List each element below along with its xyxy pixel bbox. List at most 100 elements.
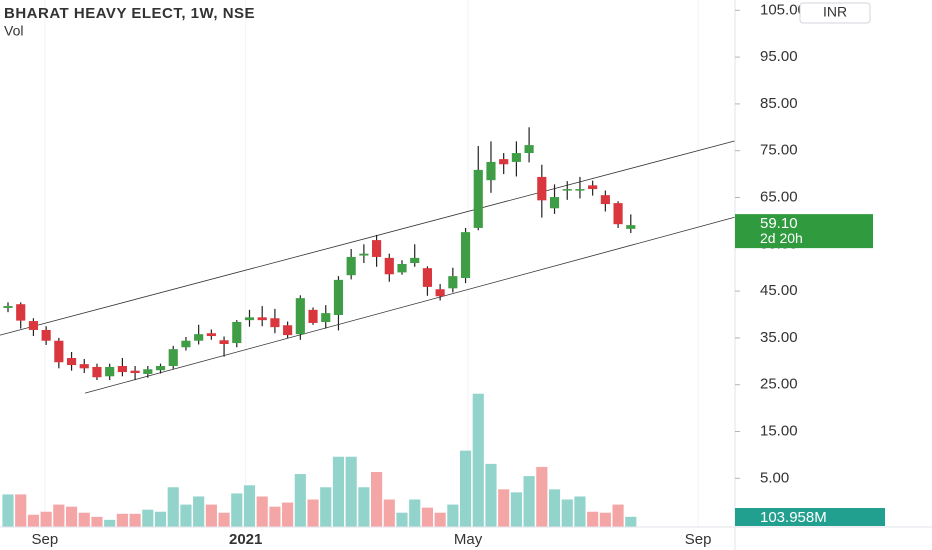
volume-bar: [167, 487, 179, 527]
volume-bar: [612, 504, 624, 527]
candle-body: [117, 365, 127, 373]
y-tick-label: 25.00: [760, 376, 798, 393]
candle-body: [105, 366, 115, 377]
currency-button[interactable]: [799, 2, 871, 24]
y-tick-label: 95.00: [760, 48, 798, 65]
volume-box: [735, 508, 885, 526]
candle-body: [168, 349, 178, 366]
volume-bar: [548, 489, 561, 527]
candle-body: [511, 153, 521, 162]
candle-body: [460, 232, 471, 279]
volume-bar: [498, 489, 510, 527]
candle-body: [308, 309, 318, 323]
volume-bar: [625, 516, 637, 527]
candle-body: [155, 365, 166, 371]
volume-bar: [142, 509, 154, 527]
volume-bar: [256, 496, 268, 527]
volume-bar: [294, 474, 306, 527]
price-label: 59.10: [760, 215, 798, 232]
chart-title: BHARAT HEAVY ELECT, 1W, NSE: [4, 5, 255, 22]
volume-bar: [459, 450, 472, 527]
volume-bar: [447, 504, 459, 527]
candle-body: [473, 169, 483, 228]
candle-body: [537, 176, 547, 201]
candle-body: [486, 161, 496, 181]
candle-body: [588, 185, 598, 190]
candle-body: [28, 321, 39, 330]
volume-bar: [154, 511, 167, 527]
volume-bar: [536, 466, 548, 527]
volume-bar: [472, 393, 484, 527]
volume-bar: [510, 492, 522, 527]
volume-bar: [243, 485, 256, 527]
y-tick-label: 105.00: [760, 1, 806, 18]
volume-bar: [231, 493, 243, 527]
y-tick-label: 5.00: [760, 469, 789, 486]
trendline: [84, 216, 736, 394]
volume-bar: [218, 512, 230, 527]
volume-bar: [282, 502, 294, 527]
candle-body: [435, 289, 445, 297]
candle-body: [626, 225, 636, 229]
x-tick-label: Sep: [32, 531, 59, 548]
candle-body: [3, 306, 13, 308]
volume-bar: [2, 494, 14, 527]
subtitle: Vol: [4, 23, 23, 39]
volume-bar: [574, 496, 586, 527]
candle-body: [219, 340, 229, 345]
volume-bar: [320, 487, 332, 527]
candle-body: [16, 304, 26, 321]
candle-body: [397, 263, 407, 273]
volume-bar: [205, 504, 217, 527]
candle-body: [66, 358, 77, 366]
y-tick-label: 85.00: [760, 95, 798, 112]
candle-body: [181, 340, 191, 348]
volume-bar: [371, 472, 383, 527]
candle-body: [524, 145, 534, 154]
candle-body: [359, 253, 369, 256]
countdown: 2d 20h: [760, 230, 803, 246]
volume-bar: [53, 504, 65, 527]
currency[interactable]: INR: [823, 4, 847, 20]
y-tick-label: 65.00: [760, 188, 798, 205]
candle-body: [600, 195, 610, 205]
candle-body: [232, 322, 242, 344]
volume-label: 103.958M: [760, 509, 827, 526]
volume-bar: [599, 512, 611, 527]
candle-body: [422, 268, 433, 287]
candle-body: [410, 257, 420, 264]
volume-bar: [65, 506, 78, 527]
candle-body: [321, 313, 331, 323]
volume-bar: [104, 519, 116, 527]
volume-bar: [587, 511, 599, 527]
candle-body: [384, 257, 394, 275]
volume-bar: [40, 511, 52, 527]
volume-bar: [561, 499, 573, 527]
candle-body: [549, 197, 560, 209]
candle-body: [372, 240, 382, 257]
candle-body: [194, 334, 204, 341]
candle-body: [295, 298, 305, 335]
volume-bar: [269, 506, 281, 527]
candle-body: [499, 159, 509, 165]
candle-body: [448, 276, 458, 289]
x-tick-label: Sep: [685, 531, 712, 548]
candle-body: [244, 317, 255, 321]
candle-body: [206, 333, 216, 337]
x-tick-label: May: [454, 531, 483, 548]
volume-bar: [345, 456, 357, 527]
candle-body: [143, 369, 153, 374]
trendline: [0, 140, 736, 336]
x-tick-label: 2021: [229, 531, 262, 548]
y-tick-label: 15.00: [760, 422, 798, 439]
volume-bar: [421, 507, 434, 527]
candle-body: [575, 189, 585, 191]
volume-bar: [332, 456, 345, 527]
volume-bar: [358, 487, 370, 527]
candle-body: [283, 325, 293, 336]
volume-bar: [129, 513, 141, 527]
candle-body: [92, 366, 102, 378]
candle-body: [79, 364, 89, 369]
volume-bar: [193, 496, 205, 527]
